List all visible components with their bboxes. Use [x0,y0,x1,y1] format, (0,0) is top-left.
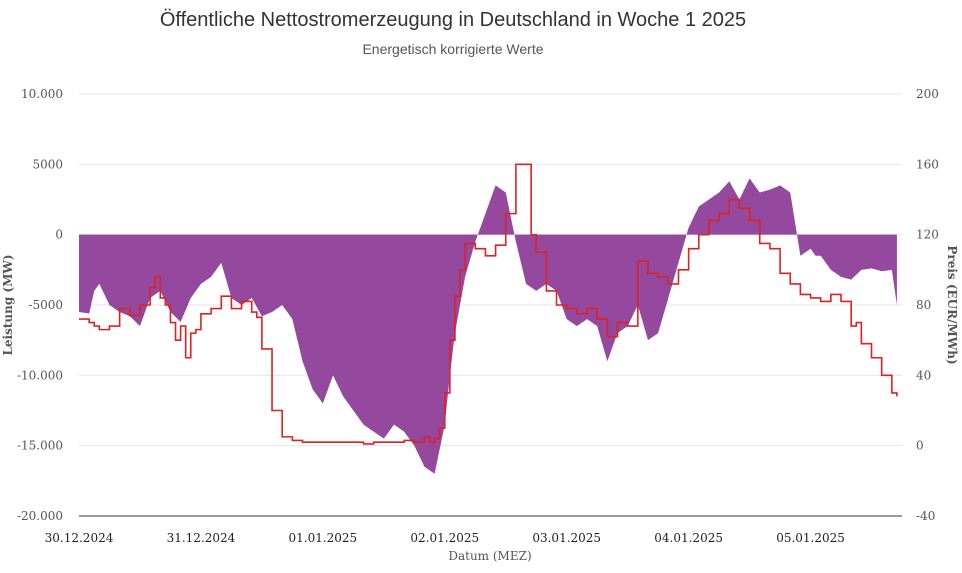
x-axis-title: Datum (MEZ) [448,549,531,563]
y-right-tick-label: -40 [916,509,935,523]
y-axis-right-title: Preis (EUR/MWh) [945,245,959,364]
x-tick-label: 04.01.2025 [654,531,723,545]
chart-subtitle: Energetisch korrigierte Werte [362,41,543,57]
series-line [79,163,898,445]
chart-title: Öffentliche Nettostromerzeugung in Deuts… [160,9,746,31]
x-axis-ticks: 30.12.2024 31.12.2024 01.01.2025 02.01.2025… [45,531,845,545]
y-axis-left-ticks: -20.000 -15.000 -10.000 -5000 0 5000 10.000 [17,87,63,523]
x-tick-label: 05.01.2025 [776,531,845,545]
line-series-1 [79,163,898,445]
y-left-tick-label: -15.000 [17,439,63,453]
y-axis-left-title: Leistung (MW) [1,254,15,355]
x-tick-label: 30.12.2024 [45,531,114,545]
y-left-tick-label: -10.000 [17,368,63,382]
y-left-tick-label: -5000 [28,298,63,312]
y-right-tick-label: 200 [916,87,939,101]
y-axis-right-ticks: -40 0 40 80 120 160 200 [916,87,939,523]
x-tick-label: 31.12.2024 [167,531,236,545]
y-left-tick-label: 0 [55,228,63,242]
y-right-tick-label: 80 [916,298,931,312]
series-area [79,178,897,474]
y-right-tick-label: 40 [916,368,931,382]
x-tick-label: 02.01.2025 [410,531,479,545]
area-series-0 [79,178,897,474]
y-left-tick-label: 5000 [32,157,63,171]
y-right-tick-label: 0 [916,439,924,453]
gridlines [79,93,902,517]
y-right-tick-label: 120 [916,228,939,242]
x-tick-label: 01.01.2025 [288,531,357,545]
y-right-tick-label: 160 [916,157,939,171]
y-left-tick-label: 10.000 [21,87,63,101]
y-left-tick-label: -20.000 [17,509,63,523]
x-tick-label: 03.01.2025 [532,531,601,545]
